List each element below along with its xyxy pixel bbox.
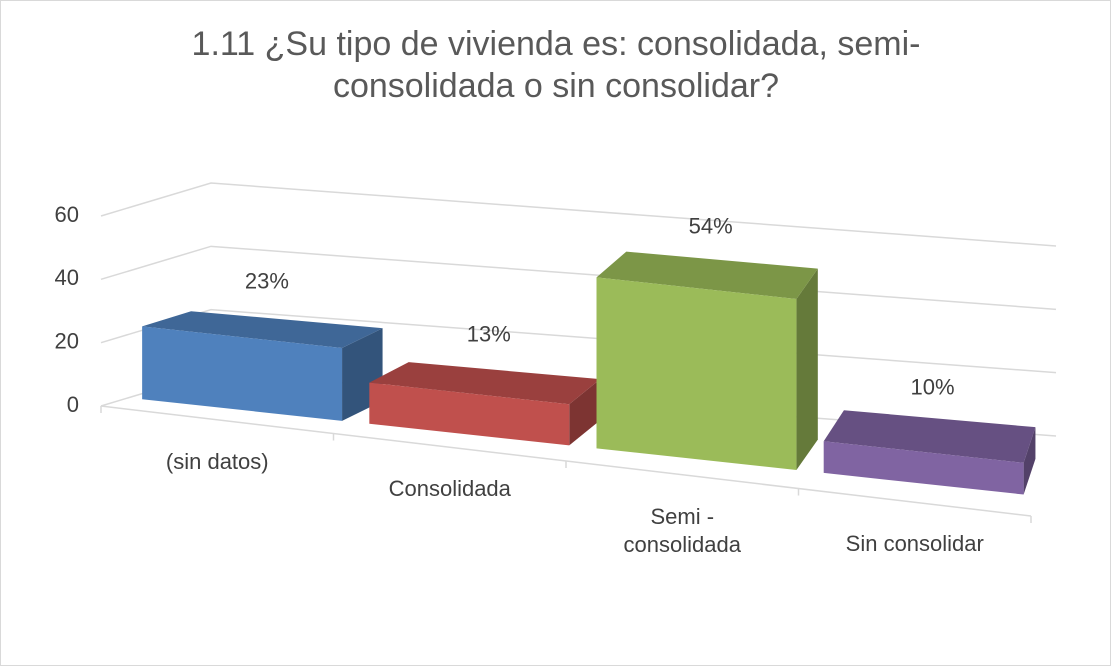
data-label: 10%: [911, 374, 955, 399]
data-label: 23%: [245, 268, 289, 293]
grid-line: [100, 182, 1057, 247]
bar-side: [796, 268, 818, 470]
x-tick-label: Semi - consolidada: [623, 503, 741, 557]
bar-side: [1023, 427, 1036, 495]
bar: [823, 441, 1024, 495]
x-tick-label: (sin datos): [165, 448, 269, 474]
x-tick-label: Sin consolidar: [845, 531, 984, 557]
bar: [596, 277, 797, 470]
bar-top: [823, 410, 1036, 463]
y-tick-label: 20: [55, 328, 79, 353]
data-label: 13%: [467, 322, 511, 347]
chart-title: 1.11 ¿Su tipo de vivienda es: consolidad…: [191, 25, 921, 105]
y-tick-label: 0: [67, 392, 79, 417]
x-tick-label: Consolidada: [388, 476, 511, 502]
bar-top: [596, 251, 818, 299]
data-label: 54%: [689, 213, 733, 238]
y-tick-label: 60: [55, 202, 79, 227]
bar-top: [142, 311, 383, 349]
y-tick-label: 40: [55, 265, 79, 290]
bar-top: [369, 362, 601, 405]
bar: [369, 382, 570, 446]
bar-side: [569, 379, 601, 446]
bar: [142, 326, 343, 421]
